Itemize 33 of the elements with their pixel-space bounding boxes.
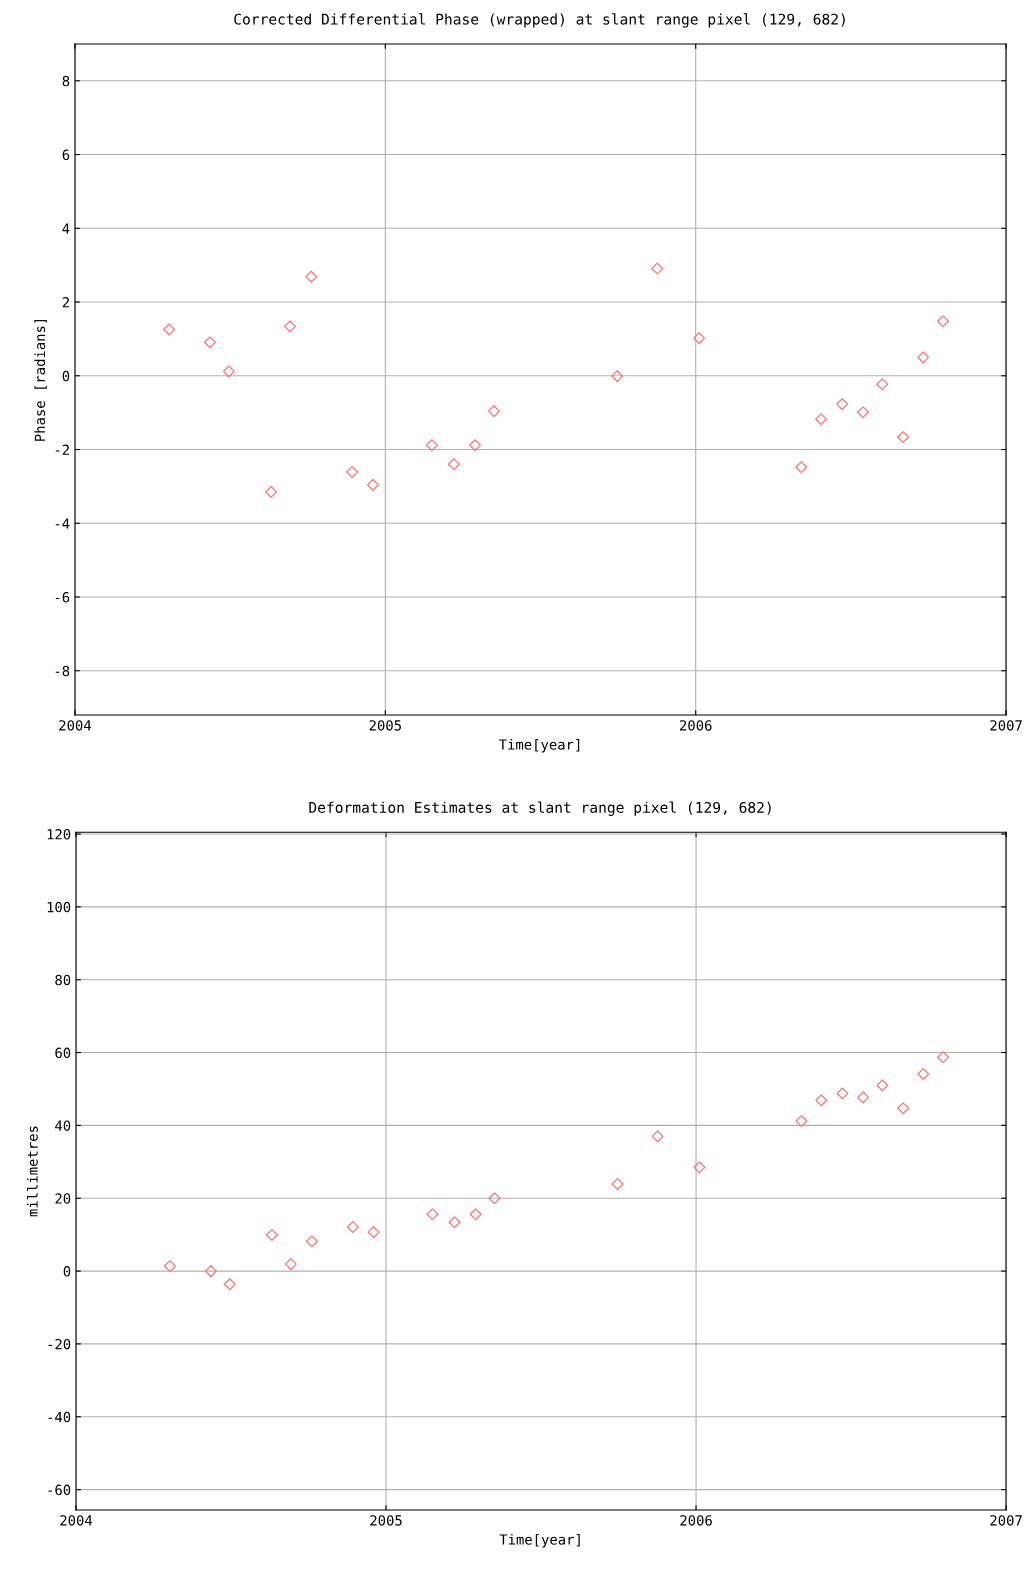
y-tick-label: 2 — [62, 297, 69, 308]
y-tick-label: 20 — [55, 1193, 71, 1204]
chart-title: Deformation Estimates at slant range pixel (129, 682) — [309, 801, 771, 816]
chart-title: Corrected Differential Phase (wrapped) at slant range pixel (129, 682) — [234, 13, 845, 28]
y-tick-label: 120 — [47, 829, 71, 840]
x-tick-label: 2004 — [59, 720, 92, 731]
x-tick-label: 2007 — [990, 1515, 1022, 1526]
y-tick-label: -4 — [55, 518, 70, 529]
x-axis-title: Time[year] — [499, 739, 580, 753]
y-tick-label: 0 — [62, 370, 70, 382]
y-tick-label: 40 — [55, 1120, 71, 1131]
y-tick-label: -8 — [55, 665, 70, 677]
y-tick-label: 8 — [62, 75, 70, 87]
y-tick-label: 100 — [47, 901, 71, 913]
x-tick-label: 2005 — [369, 720, 401, 731]
y-tick-label: 0 — [63, 1266, 71, 1277]
x-tick-label: 2006 — [680, 1515, 712, 1526]
x-tick-label: 2006 — [680, 720, 712, 731]
y-tick-label: 80 — [55, 974, 71, 986]
y-tick-label: -60 — [48, 1484, 71, 1496]
y-tick-label: -40 — [48, 1411, 71, 1423]
y-tick-label: 6 — [62, 149, 70, 161]
x-axis-title: Time[year] — [499, 1534, 580, 1548]
y-axis-title: millimetres — [26, 1126, 38, 1217]
y-tick-label: -20 — [48, 1338, 71, 1350]
y-tick-label: -6 — [55, 592, 70, 603]
x-tick-label: 2005 — [370, 1515, 402, 1526]
y-tick-label: 60 — [55, 1047, 71, 1059]
y-tick-label: 4 — [62, 223, 70, 234]
y-tick-label: -2 — [55, 444, 69, 455]
x-tick-label: 2004 — [60, 1515, 93, 1526]
y-axis-title: Phase [radians] — [34, 319, 47, 441]
x-tick-label: 2007 — [990, 720, 1022, 731]
